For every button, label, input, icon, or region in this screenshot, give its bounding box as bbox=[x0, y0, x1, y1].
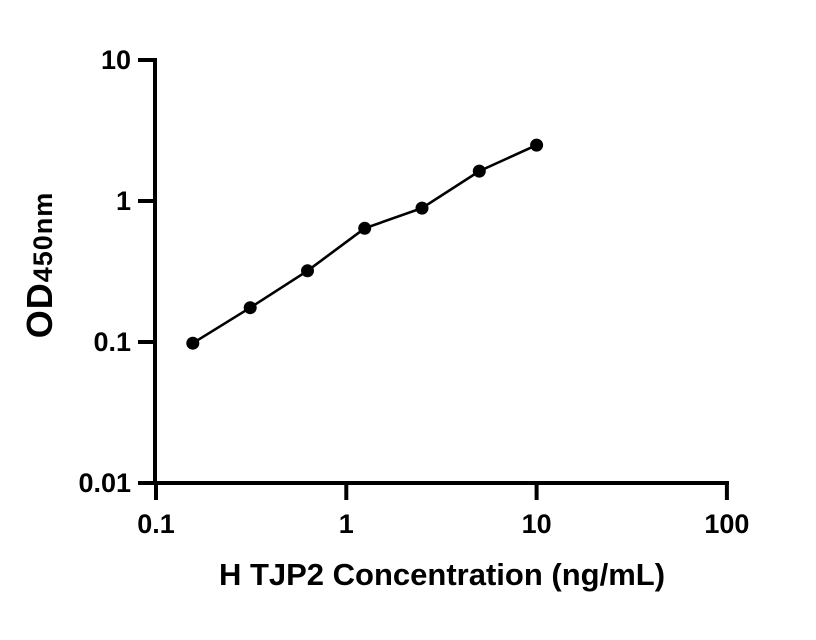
data-point bbox=[243, 301, 257, 315]
standard-curve-line bbox=[192, 143, 538, 345]
y-axis-title-main: OD bbox=[19, 282, 60, 339]
data-point bbox=[415, 201, 429, 215]
y-axis-tick-label: 1 bbox=[116, 186, 131, 216]
y-axis-tick-label: 10 bbox=[101, 45, 131, 75]
x-axis-title: H TJP2 Concentration (ng/mL) bbox=[218, 557, 666, 592]
data-point bbox=[358, 221, 372, 235]
data-point bbox=[472, 164, 486, 178]
y-axis-title: OD 450nm bbox=[19, 192, 61, 339]
y-axis-tick-label: 0.1 bbox=[93, 327, 131, 357]
x-axis-tick-label: 1 bbox=[339, 509, 354, 539]
data-point bbox=[301, 264, 314, 278]
data-point bbox=[530, 138, 544, 152]
x-axis-tick-label: 10 bbox=[522, 509, 552, 539]
y-axis-title-sub: 450nm bbox=[28, 191, 58, 283]
x-axis-tick-label: 0.1 bbox=[137, 509, 175, 539]
data-point bbox=[186, 336, 200, 350]
y-axis-tick-label: 0.01 bbox=[78, 468, 131, 498]
x-axis-tick-label: 100 bbox=[704, 509, 749, 539]
